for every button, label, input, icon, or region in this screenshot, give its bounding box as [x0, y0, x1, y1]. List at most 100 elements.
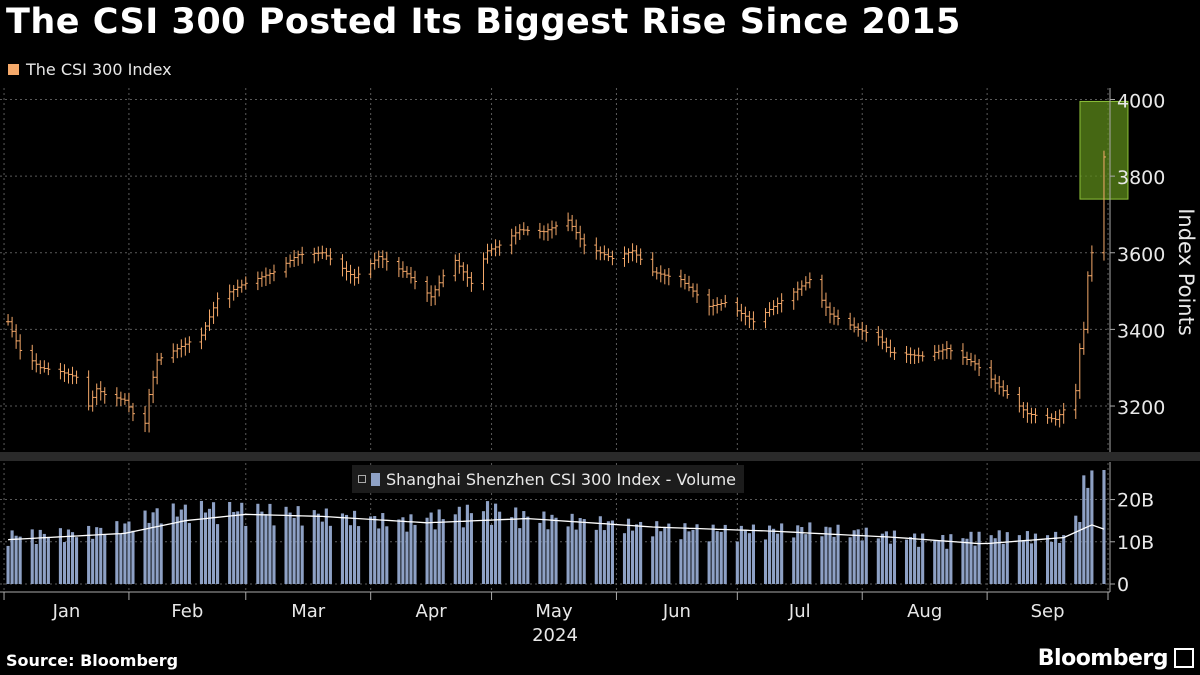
chart-grid [0, 88, 1110, 592]
volume-bar [381, 513, 385, 584]
volume-bar [1017, 535, 1021, 584]
volume-bar [441, 519, 445, 584]
volume-bar [103, 534, 107, 584]
volume-bar [99, 527, 103, 584]
volume-bar [679, 539, 683, 584]
volume-bar [127, 521, 131, 584]
month-label: May [535, 601, 573, 622]
volume-bar [187, 523, 191, 584]
volume-bar [598, 516, 602, 584]
volume-bar [1021, 540, 1025, 584]
volume-bar [74, 537, 79, 584]
volume-bar [171, 503, 175, 584]
volume-bar [461, 527, 465, 584]
volume-bar [824, 526, 828, 584]
volume-bar [95, 527, 99, 584]
price-tick-label: 3400 [1117, 320, 1165, 342]
volume-bar [570, 513, 574, 584]
volume-bar [715, 531, 719, 584]
volume-bar [892, 530, 897, 584]
volume-bar [1074, 515, 1078, 584]
volume-bar [739, 525, 743, 584]
volume-bar [510, 517, 514, 584]
volume-bar [312, 510, 316, 584]
volume-bar [937, 540, 941, 584]
volume-bar [115, 521, 119, 584]
volume-bar [70, 532, 75, 584]
volume-bar [485, 501, 490, 584]
price-tick-label: 3600 [1117, 244, 1165, 266]
volume-bar [216, 524, 220, 584]
volume-bar [397, 519, 401, 584]
volume-bar [437, 509, 441, 584]
volume-bar [328, 525, 332, 584]
volume-bar [1078, 521, 1082, 584]
volume-bar [546, 529, 550, 584]
volume-bar [1029, 543, 1034, 584]
volume-bar [38, 529, 42, 584]
volume-bar [409, 514, 413, 584]
volume-bar [578, 518, 582, 584]
volume-bar [14, 535, 18, 584]
volume-bar [30, 529, 34, 584]
panel-divider [0, 452, 1200, 461]
volume-bar [46, 536, 50, 584]
volume-bar [836, 524, 840, 584]
volume-bar [888, 543, 892, 584]
volume-bar [147, 522, 151, 584]
volume-bar [119, 533, 123, 584]
price-legend: The CSI 300 Index [8, 60, 172, 79]
volume-bar [143, 510, 147, 584]
volume-bar [401, 517, 405, 584]
volume-bar [211, 502, 216, 584]
volume-bar [550, 514, 554, 584]
volume-bar [425, 517, 429, 584]
volume-bar [860, 540, 864, 584]
month-label: Jun [662, 601, 691, 622]
bloomberg-logo: Bloomberg [1037, 646, 1169, 671]
volume-bar [719, 531, 723, 584]
volume-bar [465, 504, 469, 584]
volume-bar [933, 540, 937, 584]
volume-bar [538, 522, 542, 584]
volume-bar [494, 503, 498, 584]
volume-bar [687, 531, 691, 584]
volume-bar [1005, 532, 1009, 584]
volume-bar [42, 533, 46, 584]
volume-bar [522, 511, 526, 584]
volume-bar [800, 527, 804, 584]
volume-tick-label: 20B [1117, 490, 1154, 512]
volume-bar [655, 521, 659, 584]
volume-bar [876, 538, 880, 584]
volume-bar [284, 506, 288, 584]
volume-bar [832, 536, 836, 584]
volume-bar [58, 528, 62, 584]
volume-bar [405, 531, 409, 584]
volume-bar [772, 528, 776, 584]
volume-bar [743, 530, 747, 584]
bloomberg-icon [1174, 648, 1194, 668]
volume-bar [385, 526, 389, 584]
volume-bar [518, 528, 522, 584]
volume-legend-toggle [358, 475, 366, 483]
volume-bar [804, 534, 808, 584]
volume-bar [921, 533, 925, 584]
volume-bar [1102, 470, 1106, 584]
volume-bar [256, 503, 260, 584]
volume-bar [469, 513, 473, 584]
volume-bar [344, 514, 349, 584]
volume-bar [236, 511, 240, 584]
volume-bar [695, 524, 699, 584]
volume-bar [651, 536, 655, 584]
volume-bar [904, 539, 909, 584]
volume-bar [199, 500, 204, 584]
volume-bar [776, 533, 780, 584]
volume-bar [864, 527, 868, 584]
volume-bar [574, 529, 578, 584]
month-label: Aug [907, 601, 942, 622]
price-legend-swatch [8, 64, 19, 75]
chart-axes: 3200 3400 3600 3800 4000 0 10B 20B Jan Feb Mar Apr M… [0, 88, 1200, 646]
volume-bar [151, 512, 155, 584]
volume-bar [498, 511, 502, 584]
